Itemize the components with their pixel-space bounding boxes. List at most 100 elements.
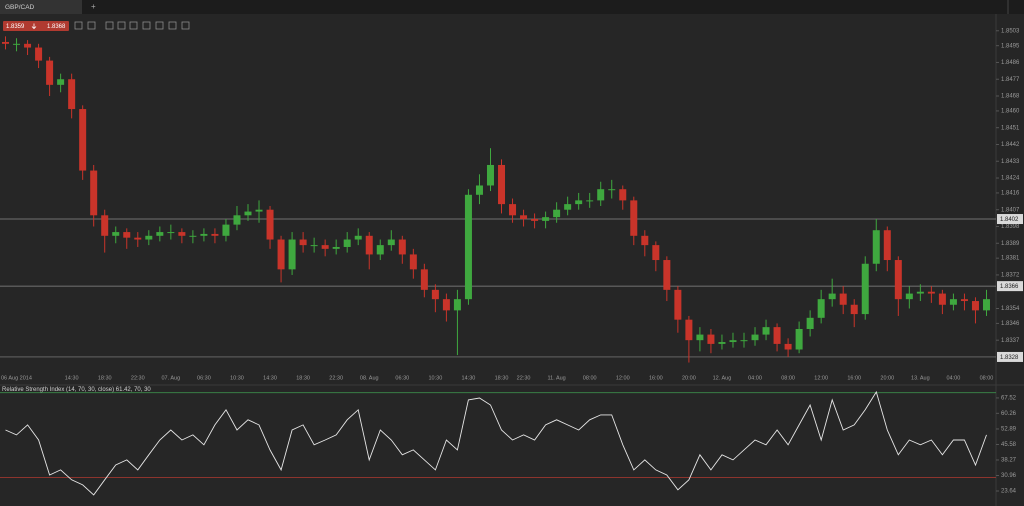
y-tick-label: 1.8477 [1001,77,1020,83]
candle-body [255,209,263,212]
price-level-label: 1.8328 [1000,355,1019,361]
x-tick-label: 10:30 [230,375,244,381]
tab[interactable] [0,0,82,14]
y-tick-label: 1.8398 [1001,224,1020,230]
x-tick-label: 10:30 [428,375,442,381]
x-tick-label: 08:00 [980,375,994,381]
candle-body [652,245,660,261]
candle-body [905,293,913,300]
candle-body [123,232,131,238]
zoom-out[interactable] [87,21,96,30]
candle-body [475,185,483,195]
y-tick-label: 45.58 [1001,442,1017,448]
down-arrow [31,23,37,30]
candle-body [608,189,616,191]
screenshot[interactable] [168,21,177,30]
candle-body [343,239,351,247]
candle-body [520,215,528,220]
candle-body [101,215,109,236]
candle-body [938,293,946,305]
x-tick-label: 14:30 [462,375,476,381]
candle-body [751,334,759,341]
y-tick-label: 38.27 [1001,458,1017,464]
timeframe[interactable] [105,21,114,30]
x-tick-label: 18:30 [495,375,509,381]
candle-body [828,293,836,300]
y-tick-label: 1.8495 [1001,43,1020,49]
candle-body [586,200,594,202]
candle-body [740,340,748,342]
y-tick-label: 1.8337 [1001,338,1020,344]
candle-body [13,43,21,45]
price-level-box [997,214,1023,225]
x-tick-label: 12:00 [616,375,630,381]
toolbar [74,21,190,30]
y-tick-label: 1.8407 [1001,207,1020,213]
candle-body [685,319,693,341]
candle-body [46,60,54,85]
x-tick-label: 22:30 [131,375,145,381]
y-tick-label: 60.26 [1001,411,1017,417]
y-tick-label: 1.8354 [1001,306,1020,312]
candle-body [409,254,417,270]
price-level-box [997,281,1023,292]
templates[interactable] [155,21,164,30]
new-tab-button[interactable]: + [91,2,96,11]
candle-body [376,245,384,255]
bid: 1.8359 [6,24,25,30]
candle-body [156,232,164,236]
candle-body [883,230,891,261]
candle-body [553,209,561,218]
y-tick-label: 1.8486 [1001,60,1020,66]
candle-body [222,224,230,236]
x-tick-label: 14:30 [65,375,79,381]
chart-type[interactable] [117,21,126,30]
x-tick-label: 08:00 [781,375,795,381]
candle-body [464,194,472,300]
x-tick-label: 08:00 [583,375,597,381]
x-tick-label: 11. Aug [547,375,565,381]
settings[interactable] [181,21,190,30]
candle-body [211,233,219,236]
price-level-label: 1.8402 [1000,217,1019,223]
drawing[interactable] [142,21,151,30]
x-tick-label: 04:00 [748,375,762,381]
indicators[interactable] [129,21,138,30]
candle-body [354,235,362,240]
candle-body [795,328,803,350]
x-tick-label: 16:00 [847,375,861,381]
x-tick-label: 08. Aug [360,375,379,381]
candle-body [420,269,428,290]
candle-body [817,299,825,318]
zoom-in[interactable] [74,21,83,30]
candle-body [431,289,439,300]
candle-body [365,235,373,255]
candle-body [949,299,957,305]
candle-body [178,232,186,236]
quote-box[interactable] [3,21,69,31]
candle-body [277,239,285,270]
x-tick-label: 06:30 [395,375,409,381]
candle-body [387,239,395,246]
candle-body [762,327,770,335]
candle-body [531,219,539,221]
candle-body [916,291,924,294]
x-tick-label: 20:00 [682,375,696,381]
y-tick-label: 1.8451 [1001,125,1020,131]
candle-body [630,200,638,236]
y-tick-label: 1.8468 [1001,94,1020,100]
candle-body [971,301,979,311]
candle-body [729,340,737,343]
candle-body [718,342,726,344]
candle-body [872,230,880,264]
candle-body [663,260,671,290]
x-tick-label: 22:30 [329,375,343,381]
y-tick-label: 67.52 [1001,396,1017,402]
candle-body [641,235,649,246]
candle-body [332,246,340,249]
candle-body [850,304,858,315]
candle-body [24,43,32,48]
